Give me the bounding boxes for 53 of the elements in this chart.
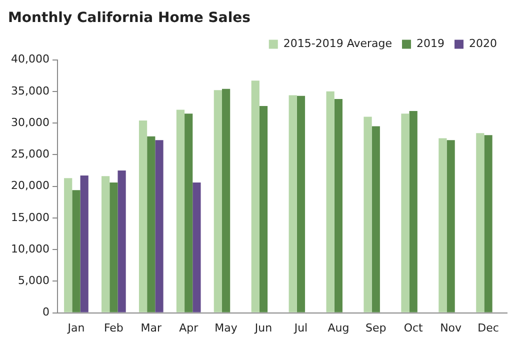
- y-tick-label: 25,000: [10, 148, 50, 161]
- bar: [80, 176, 88, 312]
- bar: [102, 176, 110, 312]
- bar: [326, 91, 334, 312]
- bar: [251, 80, 260, 312]
- x-tick-label: Oct: [404, 321, 424, 334]
- chart-title: Monthly California Home Sales: [8, 10, 250, 26]
- bar: [214, 90, 222, 312]
- y-tick-label: 40,000: [10, 52, 50, 66]
- bar: [401, 114, 410, 312]
- bar: [372, 126, 380, 312]
- x-tick-label: Dec: [478, 321, 499, 334]
- bar: [184, 114, 193, 312]
- bar: [364, 116, 372, 312]
- bar: [409, 111, 418, 312]
- x-tick-label: Apr: [179, 321, 199, 334]
- bar: [222, 88, 230, 312]
- bar: [259, 106, 268, 312]
- bar: [176, 110, 185, 312]
- x-tick-label: Jan: [66, 321, 85, 334]
- bar: [446, 140, 455, 312]
- x-tick-label: Nov: [440, 321, 462, 334]
- x-tick-label: Aug: [328, 321, 350, 334]
- y-tick-label: 5,000: [18, 274, 50, 288]
- y-tick-label: 15,000: [10, 210, 50, 224]
- bar: [147, 136, 156, 312]
- y-tick-label: 30,000: [10, 116, 50, 129]
- y-tick-label: 20,000: [10, 179, 50, 192]
- x-tick-label: May: [214, 321, 238, 334]
- bar: [64, 178, 72, 312]
- y-tick-label: 0: [42, 306, 50, 319]
- legend-label: 2020: [469, 37, 498, 50]
- y-tick-label: 35,000: [10, 84, 50, 98]
- bar: [296, 96, 306, 312]
- bar: [138, 120, 148, 312]
- y-tick-label: 10,000: [10, 242, 50, 256]
- bar: [118, 170, 126, 312]
- bar: [438, 138, 447, 312]
- bar: [192, 182, 201, 312]
- x-tick-label: Feb: [104, 321, 124, 334]
- x-tick-label: Jun: [254, 321, 272, 334]
- legend-label: 2019: [416, 37, 445, 50]
- bar: [334, 99, 342, 312]
- bar: [110, 182, 118, 312]
- bar: [484, 135, 492, 312]
- bar: [288, 95, 297, 312]
- bar: [155, 140, 164, 312]
- x-tick-label: Jul: [293, 321, 308, 334]
- x-tick-label: Sep: [366, 321, 386, 334]
- legend-label: 2015-2019 Average: [283, 37, 392, 50]
- bar: [476, 133, 484, 312]
- x-tick-label: Mar: [140, 321, 162, 334]
- bar: [72, 190, 80, 312]
